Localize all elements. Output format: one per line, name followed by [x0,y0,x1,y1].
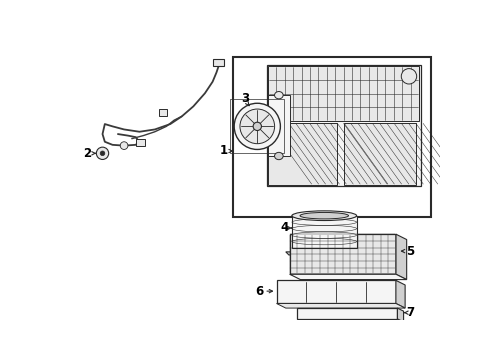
Bar [214,59,224,66]
Bar [268,66,419,121]
Text: 1: 1 [220,144,228,157]
Text: 4: 4 [280,221,288,234]
Text: 7: 7 [406,306,415,319]
Bar [268,95,290,156]
Polygon shape [396,234,407,280]
Circle shape [120,142,128,149]
Ellipse shape [274,152,283,159]
Ellipse shape [274,91,283,99]
Bar [297,308,397,319]
Bar [230,99,284,153]
Circle shape [97,147,109,159]
Bar [290,234,396,274]
Text: 3: 3 [242,92,250,105]
Polygon shape [290,274,407,280]
Circle shape [234,103,280,149]
Polygon shape [397,308,404,322]
Polygon shape [276,303,405,308]
Ellipse shape [292,211,357,221]
Bar [268,123,337,185]
Bar [292,216,357,248]
Circle shape [240,109,274,144]
Circle shape [401,69,416,84]
Polygon shape [286,252,366,255]
Bar [159,109,167,116]
Bar [136,139,145,145]
Bar [233,57,431,217]
Bar [343,123,416,185]
Text: 5: 5 [406,244,415,258]
Circle shape [253,122,262,131]
Ellipse shape [300,212,348,219]
Text: 6: 6 [255,285,264,298]
Polygon shape [396,280,405,308]
Bar [267,65,420,186]
Bar [276,280,396,303]
Text: 2: 2 [83,147,91,160]
Circle shape [100,151,105,156]
